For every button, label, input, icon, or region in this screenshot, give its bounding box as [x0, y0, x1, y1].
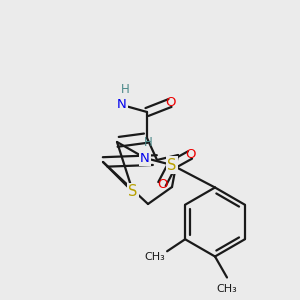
Text: CH₃: CH₃	[145, 252, 166, 262]
Text: O: O	[165, 97, 175, 110]
Text: H: H	[144, 136, 152, 149]
Text: O: O	[157, 178, 167, 190]
Text: N: N	[140, 152, 150, 164]
Text: S: S	[128, 184, 138, 200]
Text: S: S	[167, 158, 177, 172]
Text: CH₃: CH₃	[217, 284, 237, 295]
Text: O: O	[185, 148, 195, 161]
Text: H: H	[121, 83, 129, 97]
Text: N: N	[117, 98, 127, 112]
